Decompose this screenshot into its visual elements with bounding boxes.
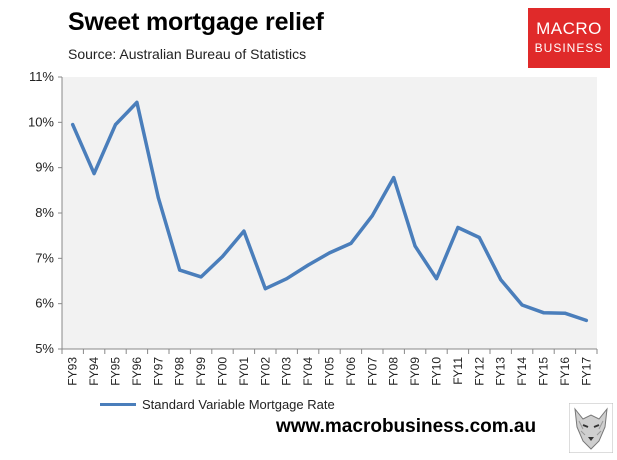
x-tick-label: FY10 [430,357,444,386]
x-tick-label: FY01 [237,357,251,386]
y-tick-label: 11% [29,69,54,84]
x-tick-label: FY93 [66,357,80,386]
y-tick-label: 5% [35,341,54,356]
x-tick-label: FY17 [579,357,593,386]
x-tick-label: FY96 [130,357,144,386]
x-tick-label: FY12 [472,357,486,386]
x-tick-label: FY08 [387,357,401,386]
website-url: www.macrobusiness.com.au [276,416,537,437]
x-tick-label: FY07 [365,357,379,386]
wolf-logo-icon [569,403,613,453]
data-point [156,196,160,200]
chart-title: Sweet mortgage relief [68,8,324,36]
legend-swatch [100,403,136,406]
x-tick-label: FY98 [173,357,187,386]
x-tick-label: FY16 [558,357,572,386]
x-tick-label: FY00 [216,357,230,386]
y-axis: 5% 6% 7% 8% 9% 10% 11% [28,69,63,356]
x-tick-label: FY95 [109,357,123,386]
data-point [328,251,331,255]
y-tick-label: 8% [35,205,54,220]
macrobusiness-logo: MACRO BUSINESS [528,8,610,68]
data-point [413,244,417,248]
x-tick-label: FY02 [258,357,272,386]
data-point [263,287,267,291]
data-point [199,275,203,279]
data-point [306,263,310,267]
x-tick-label: FY03 [280,357,294,386]
data-point [114,123,117,127]
data-point [285,277,289,281]
data-point [71,123,75,127]
logo-line-1: MACRO [536,19,602,38]
data-point [370,214,374,218]
y-tick-label: 7% [35,250,54,265]
data-point [584,318,588,322]
x-tick-label: FY09 [408,357,422,386]
y-tick-label: 6% [35,296,54,311]
x-tick-label: FY13 [494,357,508,386]
x-tick-label: FY04 [301,357,315,386]
y-tick-label: 10% [28,114,54,129]
x-tick-label: FY97 [151,357,165,386]
data-point [92,172,96,176]
legend: Standard Variable Mortgage Rate [100,397,335,412]
data-point [456,226,460,230]
data-point [542,311,545,315]
x-tick-label: FY05 [323,357,337,386]
plot-area [62,77,597,349]
data-point [221,255,224,259]
logo-line-2: BUSINESS [534,41,604,55]
x-axis: FY93 FY94 FY95 FY96 FY97 FY98 FY99 FY00 FY01 FY02… [61,348,598,386]
y-tick-label: 9% [35,160,54,175]
chart-source: Source: Australian Bureau of Statistics [68,46,307,62]
data-point [477,235,481,239]
data-point [349,241,353,245]
data-point [435,277,438,281]
data-point [135,100,139,104]
x-tick-label: FY15 [537,357,551,386]
data-point [499,278,503,282]
data-point [178,268,182,272]
data-point [242,229,246,233]
x-tick-label: FY06 [344,357,358,386]
data-point [392,176,396,180]
series-group [70,100,589,323]
legend-label: Standard Variable Mortgage Rate [142,397,335,412]
x-tick-label: FY94 [87,357,101,386]
x-tick-label: FY99 [194,357,208,386]
data-point [563,311,567,315]
x-tick-label: FY14 [515,357,529,386]
data-point [520,303,524,307]
x-tick-label: FY11 [451,357,465,385]
